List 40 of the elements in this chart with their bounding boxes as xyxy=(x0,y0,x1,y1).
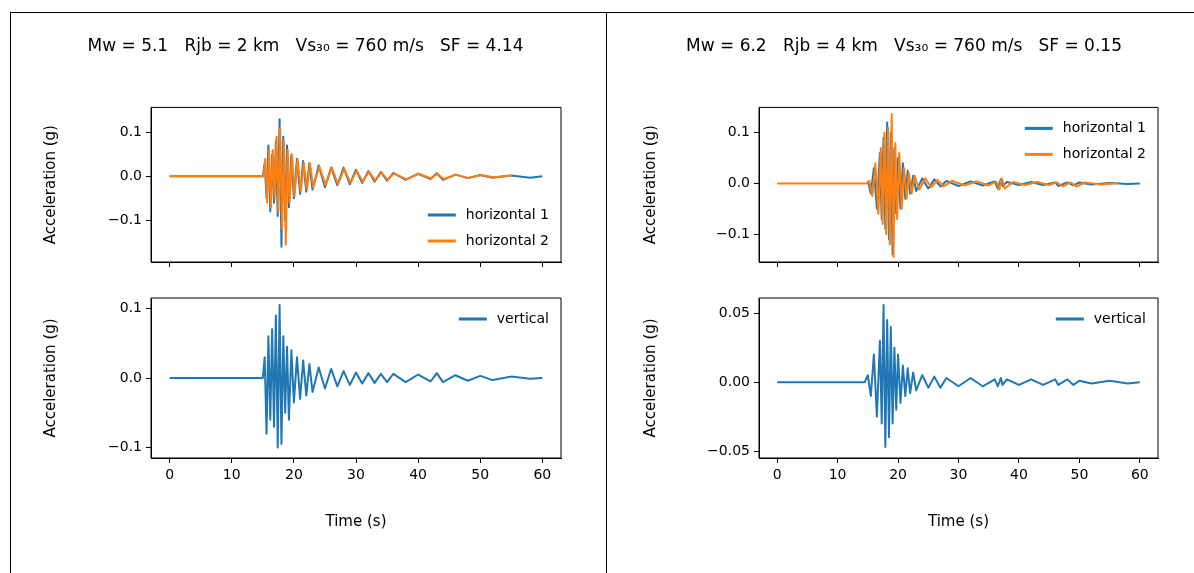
y-tick-label: −0.1 xyxy=(716,224,750,241)
y-axis-title: Acceleration (g) xyxy=(40,318,59,438)
y-tick-label: 0.00 xyxy=(718,372,750,389)
x-tick-label: 60 xyxy=(1130,466,1149,483)
x-tick-label: 40 xyxy=(1010,466,1028,483)
y-tick-label: 0.1 xyxy=(727,123,750,140)
x-tick-label: 30 xyxy=(347,466,365,483)
legend-label: horizontal 2 xyxy=(1062,145,1146,162)
x-axis-title: Time (s) xyxy=(927,511,989,530)
y-tick-label: 0.1 xyxy=(119,123,142,140)
legend-label: vertical xyxy=(496,309,549,326)
legend-label: horizontal 1 xyxy=(1062,119,1146,136)
y-tick-label: −0.1 xyxy=(108,210,142,227)
legend-label: horizontal 2 xyxy=(465,231,549,248)
y-tick-label: −0.05 xyxy=(707,441,750,458)
x-tick-label: 60 xyxy=(533,466,552,483)
y-tick-label: 0.1 xyxy=(119,299,142,316)
y-axis-title: Acceleration (g) xyxy=(640,125,659,245)
x-tick-label: 0 xyxy=(165,466,175,483)
x-tick-label: 40 xyxy=(409,466,428,483)
legend-label: vertical xyxy=(1093,309,1146,326)
x-tick-label: 20 xyxy=(284,466,303,483)
x-tick-label: 10 xyxy=(828,466,847,483)
y-tick-label: 0.0 xyxy=(119,368,142,385)
x-tick-label: 50 xyxy=(471,466,490,483)
chart-title: Mw = 6.2 Rjb = 4 km Vs₃₀ = 760 m/s SF = 0.15 xyxy=(685,35,1123,57)
x-tick-label: 30 xyxy=(949,466,968,483)
x-axis-title: Time (s) xyxy=(324,511,387,530)
y-tick-label: 0.0 xyxy=(119,167,142,183)
y-axis-title: Acceleration (g) xyxy=(40,125,59,245)
y-tick-label: −0.1 xyxy=(108,438,142,455)
x-tick-label: 10 xyxy=(222,466,241,483)
x-tick-label: 50 xyxy=(1070,466,1089,483)
chart-title: Mw = 5.1 Rjb = 2 km Vs₃₀ = 760 m/s SF = 4.14 xyxy=(86,35,525,57)
y-tick-label: 0.0 xyxy=(727,174,750,191)
x-tick-label: 0 xyxy=(772,466,782,483)
x-tick-label: 20 xyxy=(889,466,907,483)
y-axis-title: Acceleration (g) xyxy=(640,318,659,438)
legend-label: horizontal 1 xyxy=(465,205,549,222)
y-tick-label: 0.05 xyxy=(718,303,750,320)
